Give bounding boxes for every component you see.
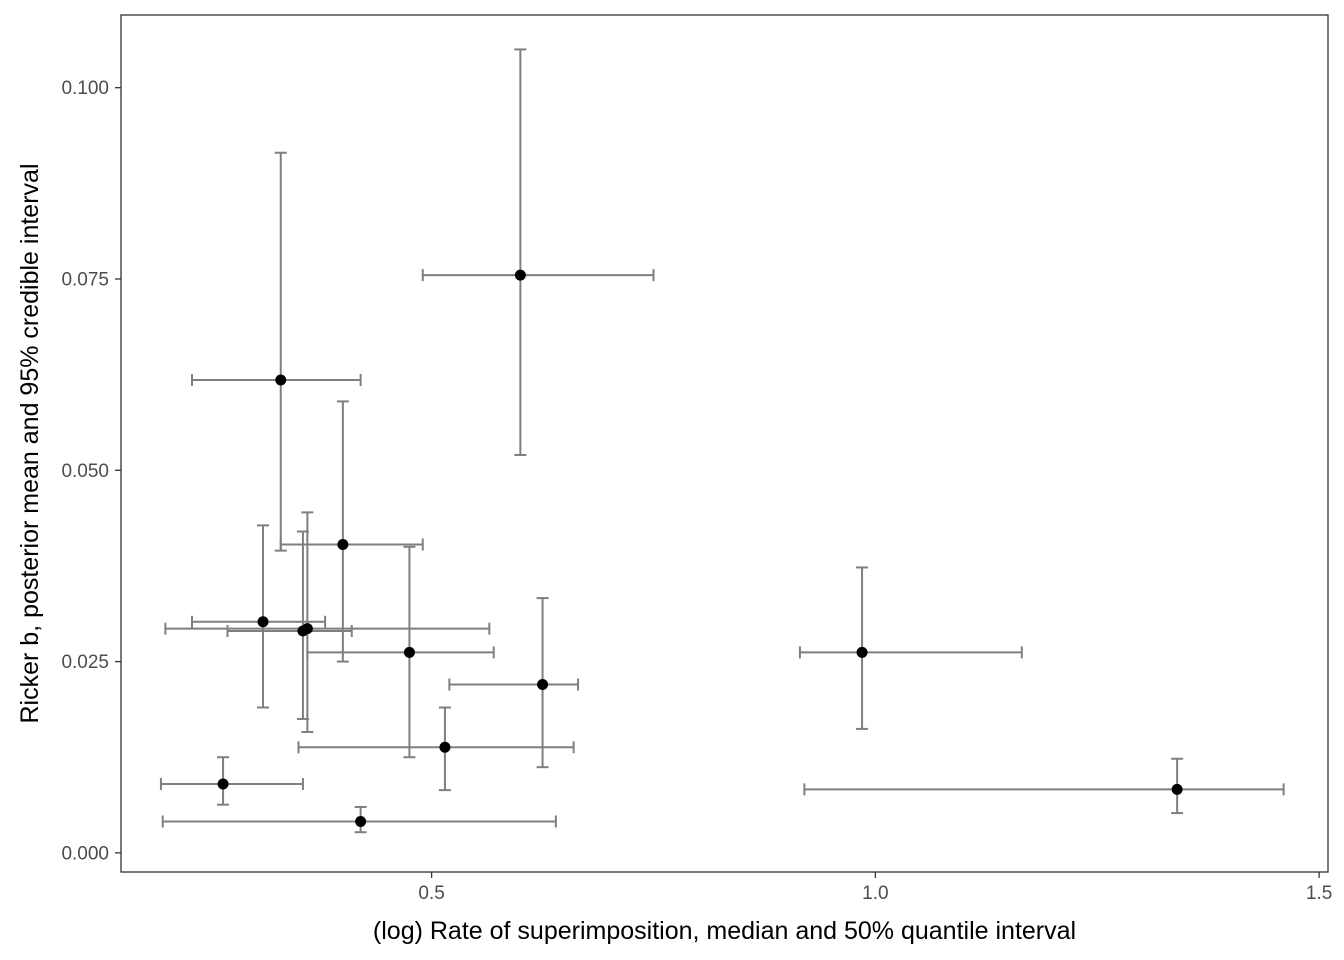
data-point: [217, 778, 229, 790]
data-point: [275, 374, 287, 386]
data-point: [355, 815, 367, 827]
error-bar: [226, 530, 353, 720]
x-tick-label: 0.5: [418, 883, 444, 904]
error-bar: [191, 151, 362, 552]
error-bar: [803, 757, 1285, 815]
y-tick-label: 0.075: [61, 269, 109, 290]
error-bar: [448, 597, 580, 769]
error-bar: [159, 756, 304, 806]
y-tick-label: 0.100: [61, 78, 109, 99]
y-axis-title: Ricker b, posterior mean and 95% credibl…: [16, 164, 44, 724]
error-bar: [421, 48, 655, 456]
data-point: [337, 539, 349, 551]
x-tick-label: 1.0: [862, 883, 888, 904]
data-point: [301, 623, 313, 635]
data-point: [856, 646, 868, 658]
error-bar: [191, 524, 327, 709]
data-point: [537, 679, 549, 691]
data-point: [257, 616, 269, 628]
data-point: [439, 741, 451, 753]
error-bars: [159, 48, 1285, 834]
y-tick-label: 0.050: [61, 461, 109, 482]
x-tick-label: 1.5: [1306, 883, 1332, 904]
error-bar: [798, 566, 1023, 730]
error-bar: [306, 545, 495, 759]
error-bar: [297, 706, 575, 792]
data-point: [514, 269, 526, 281]
data-points: [217, 269, 1183, 827]
x-axis-title: (log) Rate of superimposition, median an…: [373, 917, 1076, 945]
data-point: [1171, 783, 1183, 795]
error-bar: [164, 511, 491, 733]
data-point: [403, 646, 415, 658]
error-bar: [279, 400, 424, 663]
y-tick-label: 0.025: [61, 652, 109, 673]
axis-ticks: 0.000 0.025 0.050 0.075 0.100 0.5 1.0 1.5: [61, 78, 1332, 904]
y-tick-label: 0.000: [61, 843, 109, 864]
panel-border: [120, 14, 1329, 873]
